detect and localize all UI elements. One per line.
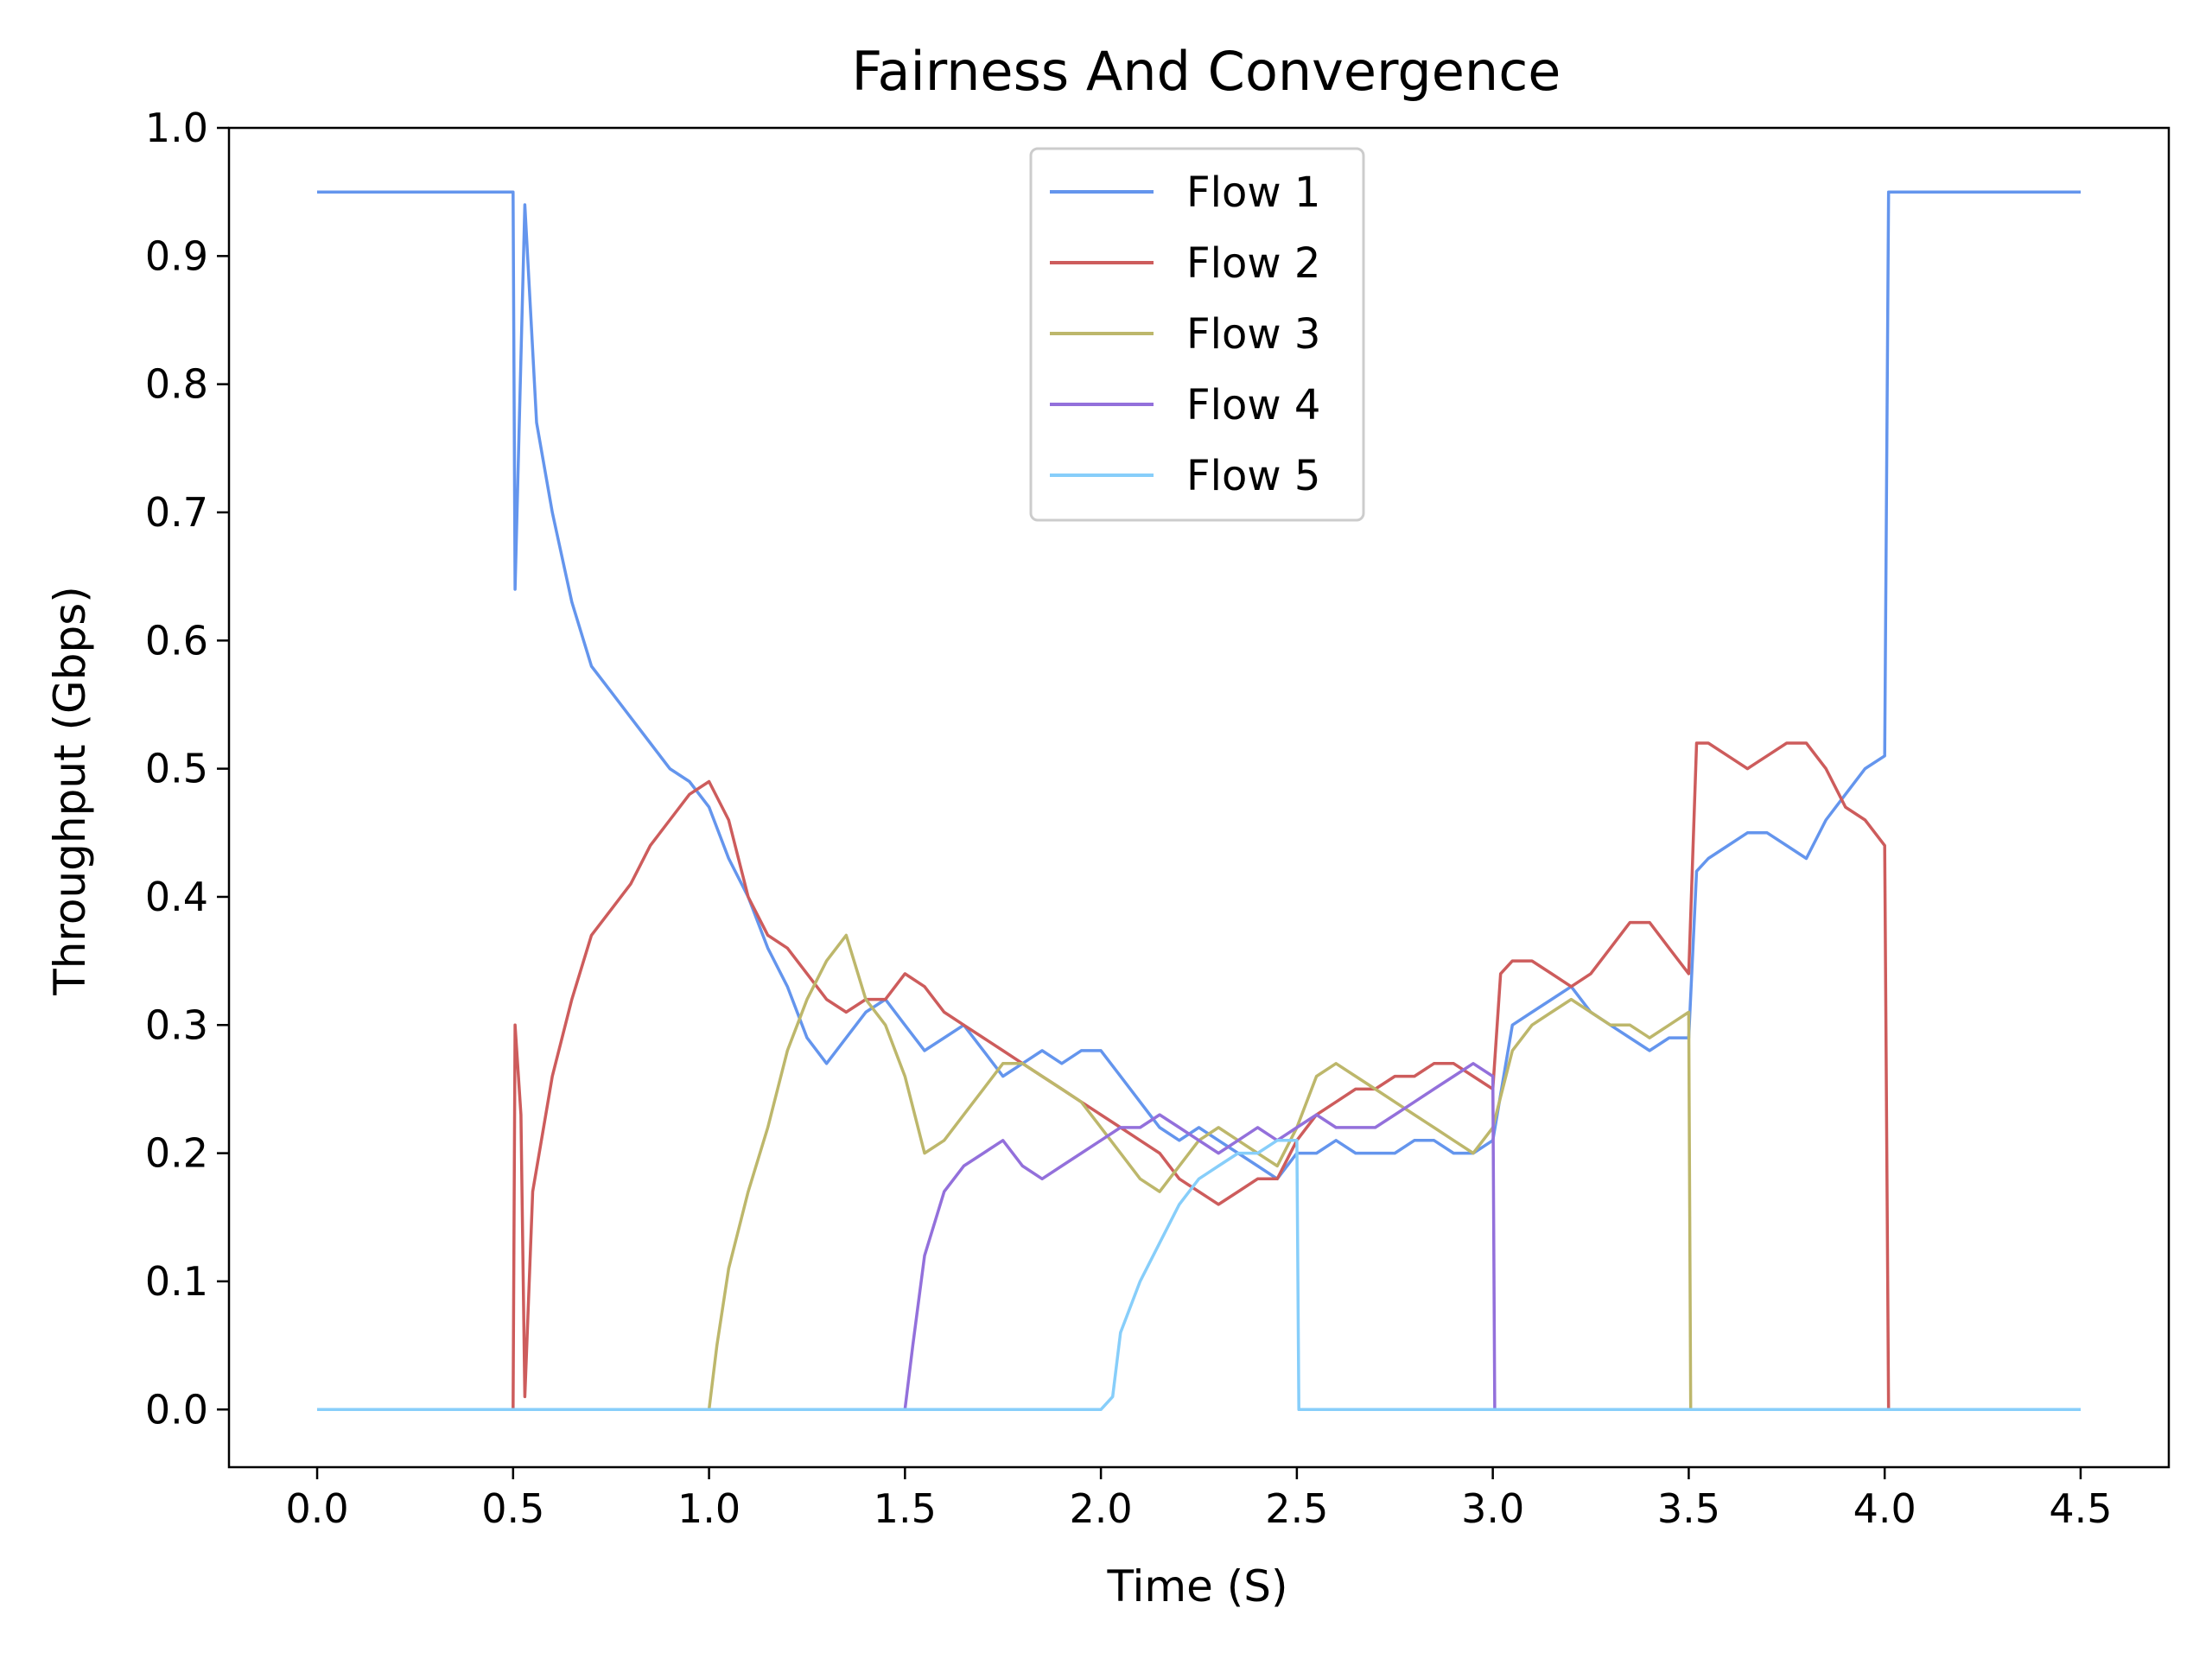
series-layer (317, 190, 2081, 1412)
series-line-flow-1 (317, 190, 2081, 1181)
series-line-flow-2 (317, 741, 2081, 1412)
y-tick-label: 0.1 (145, 1258, 208, 1305)
chart-title: Fairness And Convergence (852, 40, 1561, 103)
plot-area (227, 126, 2171, 1469)
series-line-flow-4 (317, 1062, 2081, 1412)
legend-label-flow-1: Flow 1 (1186, 168, 1320, 217)
x-axis: 0.0 0.5 1.0 1.5 2.0 2.5 3.0 3.5 4.0 4.5 (285, 1467, 2113, 1532)
x-tick-label: 0.0 (285, 1485, 348, 1532)
y-axis: 0.0 0.1 0.2 0.3 0.4 0.5 0.6 0.7 0.8 0.9 1.0 (145, 105, 229, 1433)
y-tick-label: 0.5 (145, 746, 208, 792)
plot-frame (227, 126, 2171, 1469)
x-tick-label: 4.0 (1853, 1485, 1916, 1532)
legend-label-flow-2: Flow 2 (1186, 239, 1320, 288)
y-tick-label: 0.7 (145, 489, 208, 536)
legend: Flow 1 Flow 2 Flow 3 Flow 4 Flow 5 (1029, 147, 1365, 522)
x-tick-label: 1.0 (677, 1485, 741, 1532)
x-axis-label: Time (S) (1106, 1561, 1287, 1611)
x-tick-label: 0.5 (481, 1485, 544, 1532)
y-tick-label: 1.0 (145, 105, 208, 151)
x-tick-label: 3.5 (1657, 1485, 1720, 1532)
y-tick-label: 0.6 (145, 617, 208, 664)
y-tick-label: 0.8 (145, 361, 208, 408)
x-tick-label: 1.5 (874, 1485, 937, 1532)
x-tick-label: 2.5 (1265, 1485, 1328, 1532)
y-tick-label: 0.2 (145, 1130, 208, 1177)
series-line-flow-5 (317, 1139, 2081, 1412)
y-axis-label: Throughput (Gbps) (45, 586, 95, 996)
y-tick-label: 0.9 (145, 232, 208, 279)
y-tick-label: 0.0 (145, 1386, 208, 1433)
legend-label-flow-3: Flow 3 (1186, 310, 1320, 359)
legend-label-flow-4: Flow 4 (1186, 381, 1320, 429)
y-tick-label: 0.4 (145, 874, 208, 920)
legend-label-flow-5: Flow 5 (1186, 452, 1320, 500)
x-tick-label: 2.0 (1070, 1485, 1133, 1532)
legend-frame (1029, 147, 1365, 522)
y-tick-label: 0.3 (145, 1001, 208, 1048)
x-tick-label: 3.0 (1461, 1485, 1524, 1532)
x-tick-label: 4.5 (2049, 1485, 2112, 1532)
